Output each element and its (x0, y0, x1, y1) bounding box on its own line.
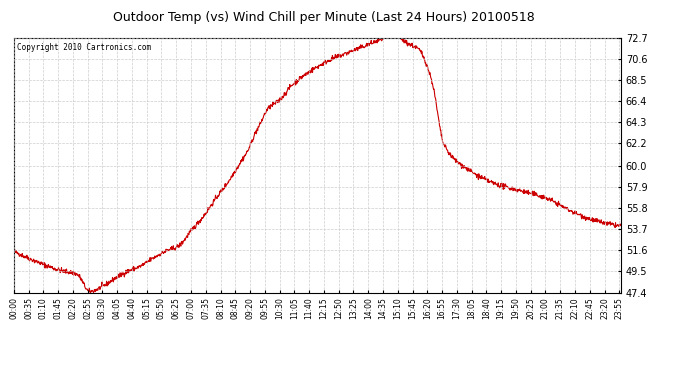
Text: Copyright 2010 Cartronics.com: Copyright 2010 Cartronics.com (17, 43, 151, 52)
Text: Outdoor Temp (vs) Wind Chill per Minute (Last 24 Hours) 20100518: Outdoor Temp (vs) Wind Chill per Minute … (113, 11, 535, 24)
